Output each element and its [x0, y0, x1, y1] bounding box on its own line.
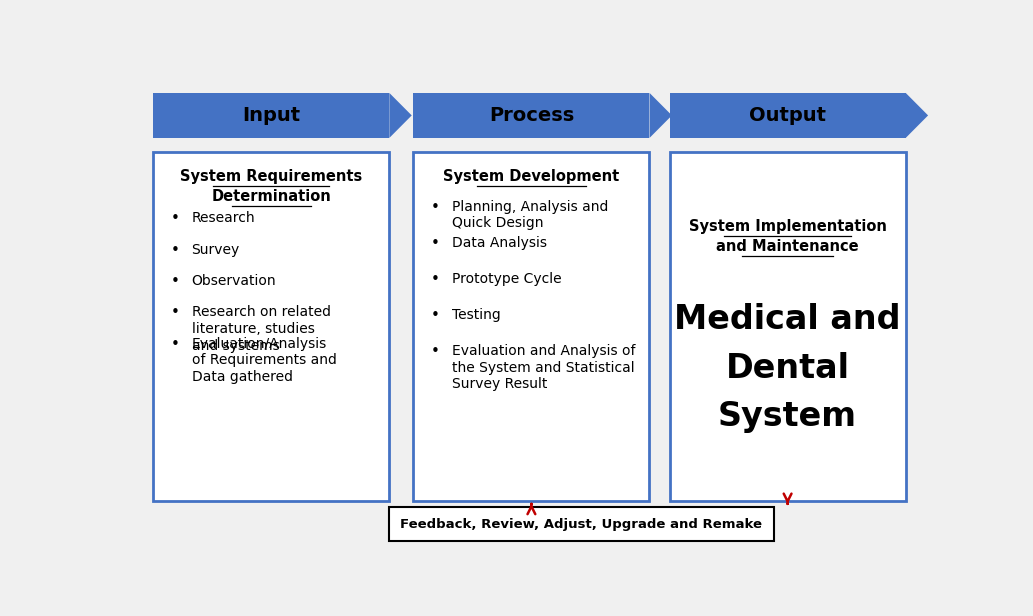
Text: Research: Research — [191, 211, 255, 225]
Bar — [413, 93, 650, 138]
Text: Process: Process — [489, 106, 574, 125]
Text: Research on related
literature, studies
and systems: Research on related literature, studies … — [191, 306, 331, 353]
Text: Observation: Observation — [191, 274, 276, 288]
Text: Testing: Testing — [451, 308, 501, 322]
Polygon shape — [906, 93, 928, 138]
Text: Prototype Cycle: Prototype Cycle — [451, 272, 561, 286]
Text: •: • — [431, 236, 440, 251]
Polygon shape — [650, 93, 671, 138]
Text: System Implementation: System Implementation — [689, 219, 886, 233]
Text: Determination: Determination — [212, 188, 332, 204]
Text: •: • — [170, 274, 180, 289]
Bar — [153, 93, 389, 138]
Text: Evaluation/Analysis
of Requirements and
Data gathered: Evaluation/Analysis of Requirements and … — [191, 337, 337, 384]
Text: Input: Input — [242, 106, 301, 125]
Bar — [389, 507, 774, 541]
Text: •: • — [431, 308, 440, 323]
Bar — [413, 152, 650, 501]
Text: Output: Output — [749, 106, 826, 125]
Text: •: • — [170, 243, 180, 257]
Bar — [669, 93, 906, 138]
Text: •: • — [431, 344, 440, 359]
Polygon shape — [389, 93, 412, 138]
Text: •: • — [170, 306, 180, 320]
Text: •: • — [170, 337, 180, 352]
Text: •: • — [431, 272, 440, 286]
Text: Survey: Survey — [191, 243, 240, 257]
Text: Feedback, Review, Adjust, Upgrade and Remake: Feedback, Review, Adjust, Upgrade and Re… — [401, 517, 762, 530]
Text: •: • — [431, 200, 440, 214]
Text: System Development: System Development — [443, 169, 620, 184]
Text: •: • — [170, 211, 180, 227]
Text: Medical and
Dental
System: Medical and Dental System — [675, 303, 901, 434]
Text: and Maintenance: and Maintenance — [716, 238, 858, 254]
Bar — [669, 152, 906, 501]
Bar — [153, 152, 389, 501]
Text: Data Analysis: Data Analysis — [451, 236, 546, 249]
Text: System Requirements: System Requirements — [180, 169, 363, 184]
Text: Planning, Analysis and
Quick Design: Planning, Analysis and Quick Design — [451, 200, 608, 230]
Text: Evaluation and Analysis of
the System and Statistical
Survey Result: Evaluation and Analysis of the System an… — [451, 344, 635, 391]
